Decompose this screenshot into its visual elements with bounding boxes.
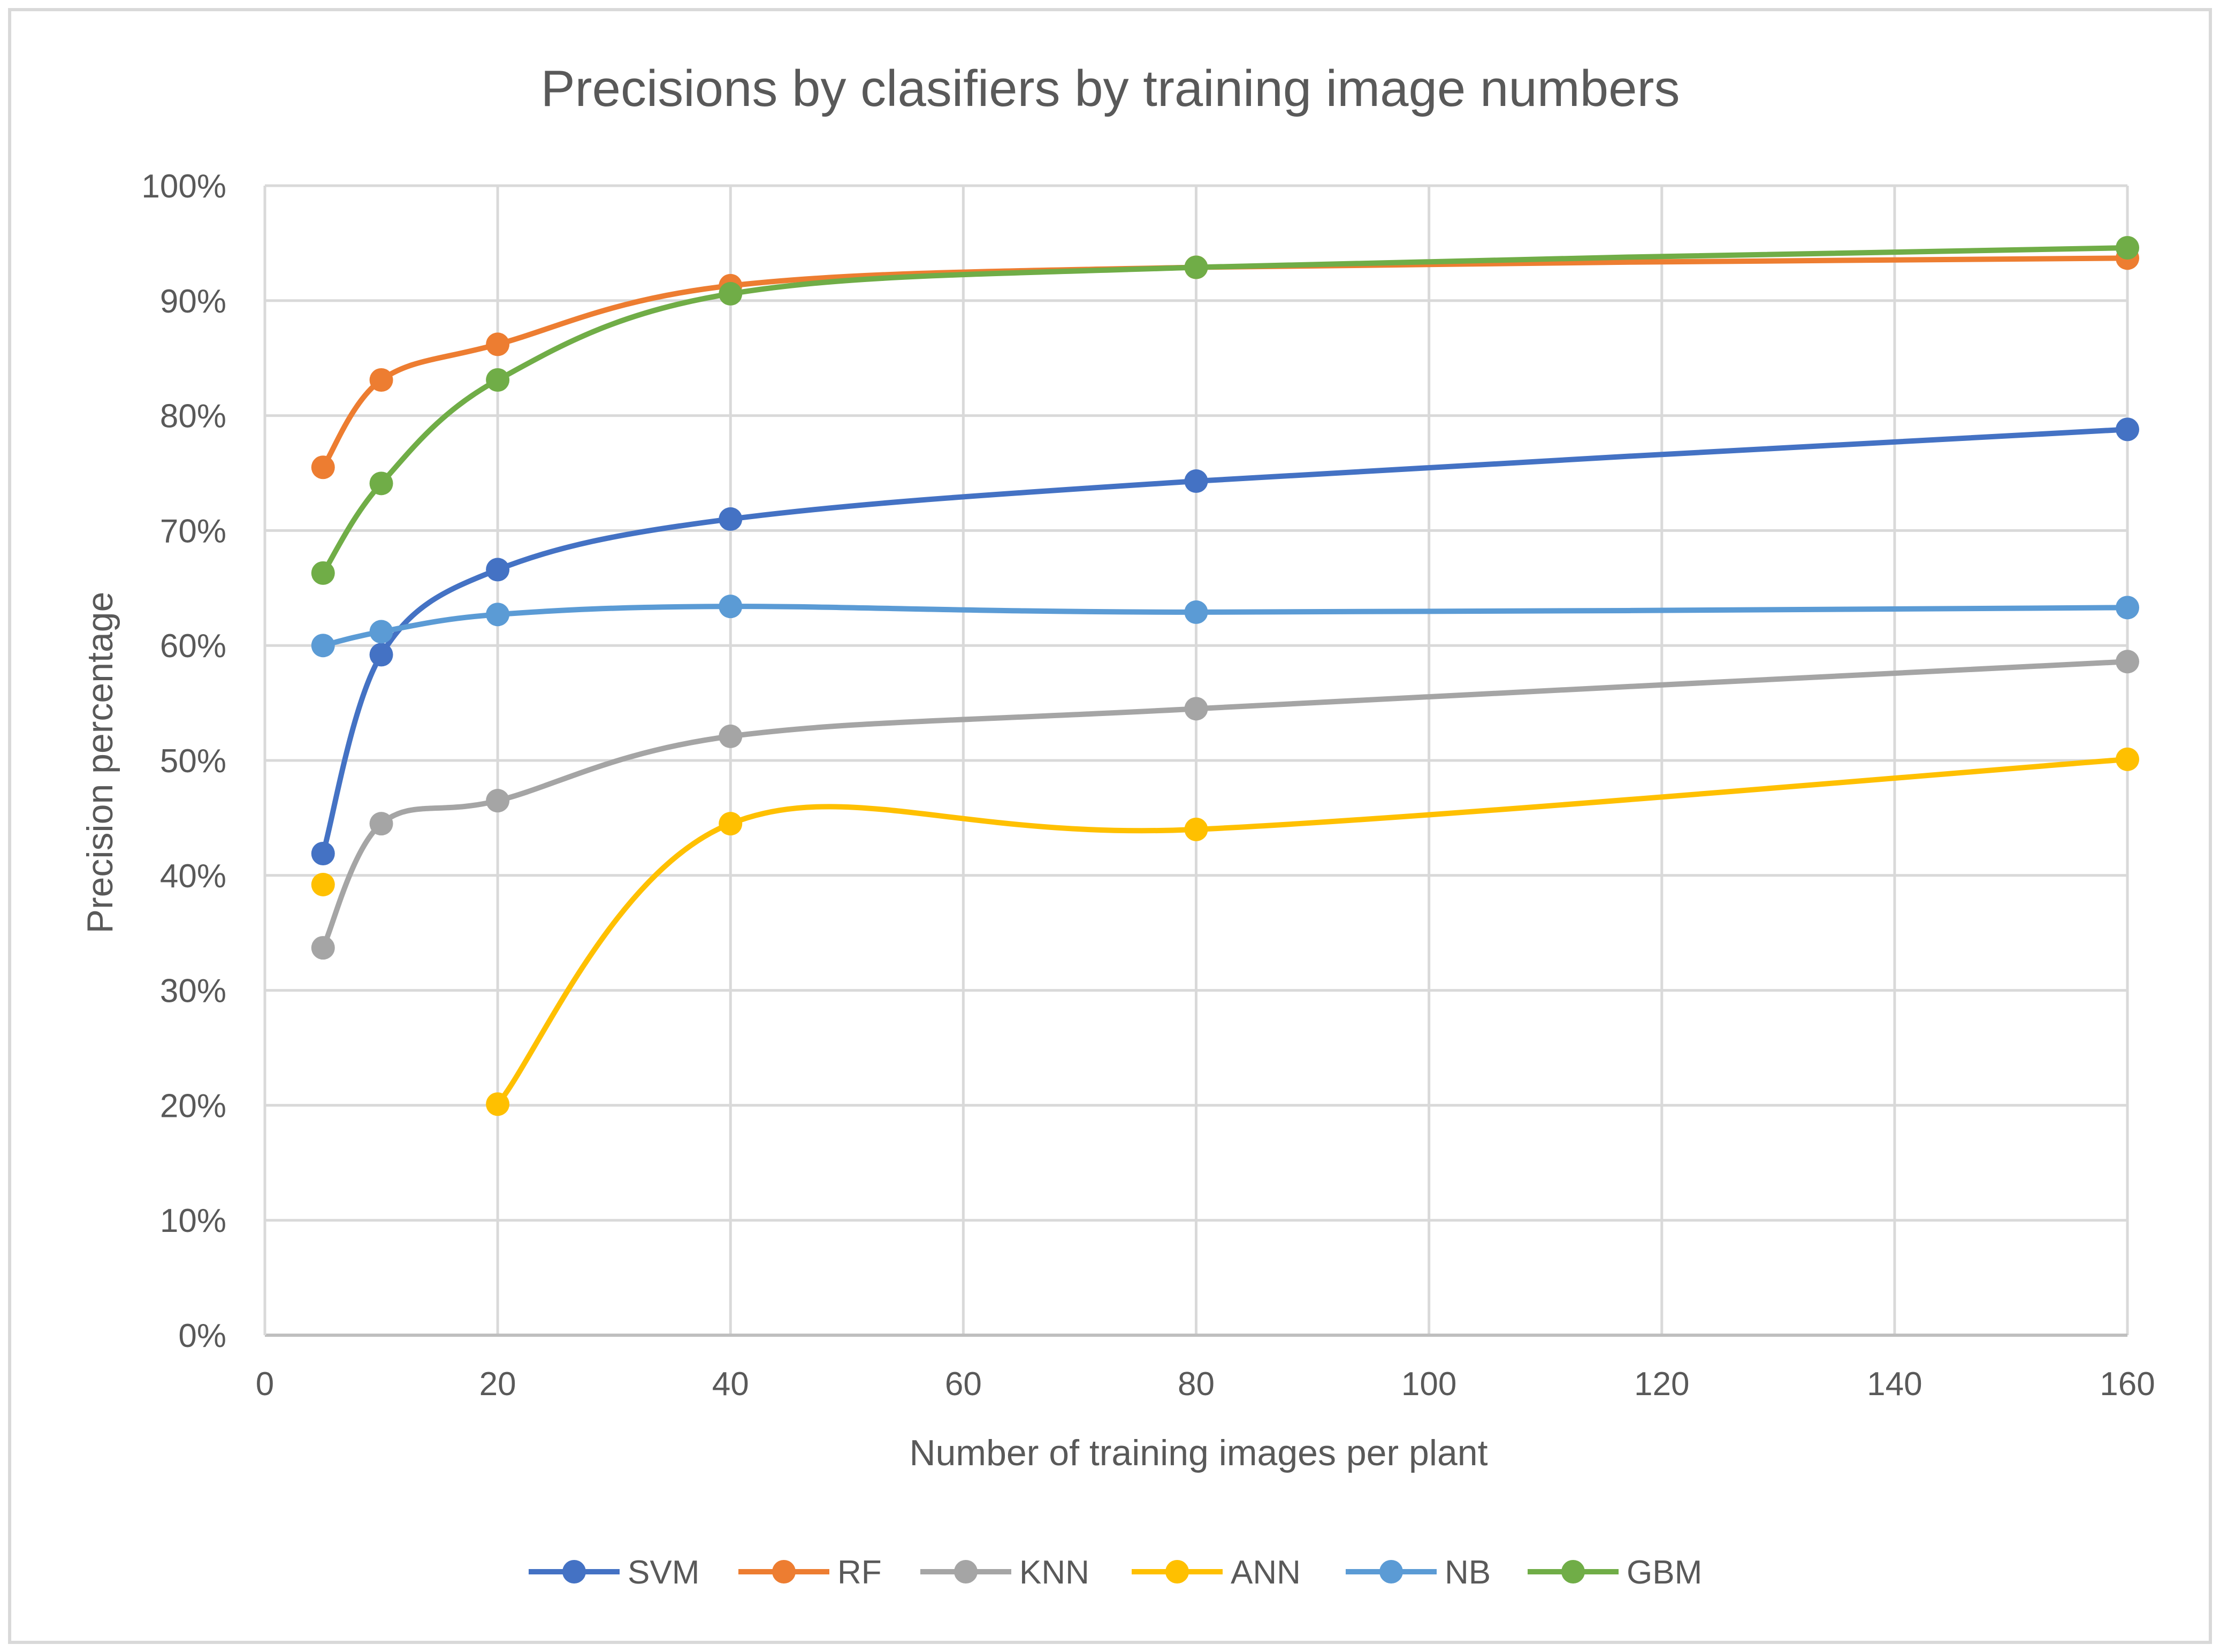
data-point-gbm	[719, 281, 743, 306]
y-tick-label: 40%	[160, 858, 226, 895]
data-point-svm	[1184, 469, 1208, 493]
data-point-svm	[369, 643, 393, 667]
legend-marker-gbm	[1561, 1560, 1585, 1584]
data-point-nb	[369, 620, 393, 644]
x-tick-label: 160	[2100, 1366, 2155, 1403]
data-point-svm	[719, 507, 743, 531]
x-tick-label: 60	[945, 1366, 982, 1403]
data-point-ann	[311, 872, 335, 896]
data-point-nb	[2116, 596, 2139, 620]
series-line-rf	[320, 255, 2130, 470]
x-tick-labels: 0 20 40 60 80 100 120 140 160	[256, 1366, 2155, 1403]
data-point-nb	[311, 634, 335, 658]
data-point-ann	[1184, 817, 1208, 841]
data-point-gbm	[311, 561, 335, 585]
data-point-svm	[311, 841, 335, 865]
series-knn	[311, 650, 2139, 960]
x-tick-label: 0	[256, 1366, 274, 1403]
legend-label-svm: SVM	[628, 1554, 699, 1591]
data-point-ann	[2116, 747, 2139, 771]
data-point-knn	[486, 789, 510, 813]
y-tick-label: 90%	[160, 283, 226, 320]
x-tick-label: 140	[1867, 1366, 1922, 1403]
series-nb	[311, 595, 2139, 658]
data-point-gbm	[369, 471, 393, 496]
legend-item-rf: RF	[738, 1554, 882, 1591]
data-point-gbm	[1184, 255, 1208, 279]
y-tick-label: 60%	[160, 628, 226, 665]
data-point-rf	[369, 368, 393, 392]
y-tick-labels: 0% 10% 20% 30% 40% 50% 60% 70% 80% 90% 100%	[141, 168, 226, 1354]
data-point-ann	[486, 1092, 510, 1116]
axes	[263, 186, 2127, 1337]
data-point-svm	[2116, 417, 2139, 441]
chart-title: Precisions by clasifiers by training ima…	[541, 60, 1680, 117]
legend-marker-rf	[772, 1560, 796, 1584]
data-point-svm	[486, 558, 510, 582]
series-line-gbm	[320, 245, 2130, 576]
x-tick-label: 80	[1178, 1366, 1215, 1403]
y-tick-label: 70%	[160, 513, 226, 550]
y-axis-label: Precision percentage	[80, 592, 120, 934]
legend-marker-ann	[1165, 1560, 1189, 1584]
data-point-nb	[486, 603, 510, 627]
legend-marker-svm	[562, 1560, 586, 1584]
data-point-knn	[719, 724, 743, 748]
y-tick-label: 30%	[160, 973, 226, 1010]
data-point-gbm	[2116, 235, 2139, 260]
y-tick-label: 80%	[160, 398, 226, 435]
legend-label-knn: KNN	[1019, 1554, 1089, 1591]
series-line-nb	[320, 604, 2130, 649]
y-tick-label: 20%	[160, 1087, 226, 1124]
legend-label-ann: ANN	[1231, 1554, 1301, 1591]
y-tick-label: 100%	[141, 168, 226, 205]
series-ann	[311, 747, 2139, 1116]
y-tick-label: 50%	[160, 743, 226, 780]
legend-label-rf: RF	[837, 1554, 882, 1591]
data-point-gbm	[486, 368, 510, 392]
x-tick-label: 100	[1401, 1366, 1456, 1403]
y-tick-label: 10%	[160, 1202, 226, 1239]
series-svm	[311, 417, 2139, 865]
legend-item-gbm: GBM	[1528, 1554, 1702, 1591]
x-axis-label: Number of training images per plant	[910, 1433, 1488, 1473]
legend-item-ann: ANN	[1132, 1554, 1301, 1591]
data-point-rf	[311, 455, 335, 479]
data-point-ann	[719, 812, 743, 836]
y-tick-label: 0%	[178, 1318, 226, 1354]
data-point-nb	[719, 595, 743, 619]
x-tick-label: 120	[1634, 1366, 1689, 1403]
legend-item-knn: KNN	[920, 1554, 1089, 1591]
series	[311, 235, 2139, 1116]
data-point-rf	[486, 332, 510, 356]
legend-item-nb: NB	[1346, 1554, 1491, 1591]
legend: SVM RF KNN ANN NB GBM	[529, 1554, 1702, 1591]
data-point-knn	[2116, 650, 2139, 674]
legend-marker-knn	[954, 1560, 978, 1584]
data-point-knn	[311, 936, 335, 960]
legend-label-nb: NB	[1445, 1554, 1491, 1591]
series-line-knn	[320, 659, 2130, 951]
legend-label-gbm: GBM	[1627, 1554, 1702, 1591]
x-tick-label: 20	[479, 1366, 516, 1403]
data-point-knn	[369, 812, 393, 836]
data-point-knn	[1184, 697, 1208, 721]
legend-marker-nb	[1379, 1560, 1403, 1584]
x-tick-label: 40	[712, 1366, 749, 1403]
series-gbm	[311, 235, 2139, 585]
legend-item-svm: SVM	[529, 1554, 699, 1591]
data-point-nb	[1184, 600, 1208, 624]
series-line-ann	[495, 756, 2130, 1107]
